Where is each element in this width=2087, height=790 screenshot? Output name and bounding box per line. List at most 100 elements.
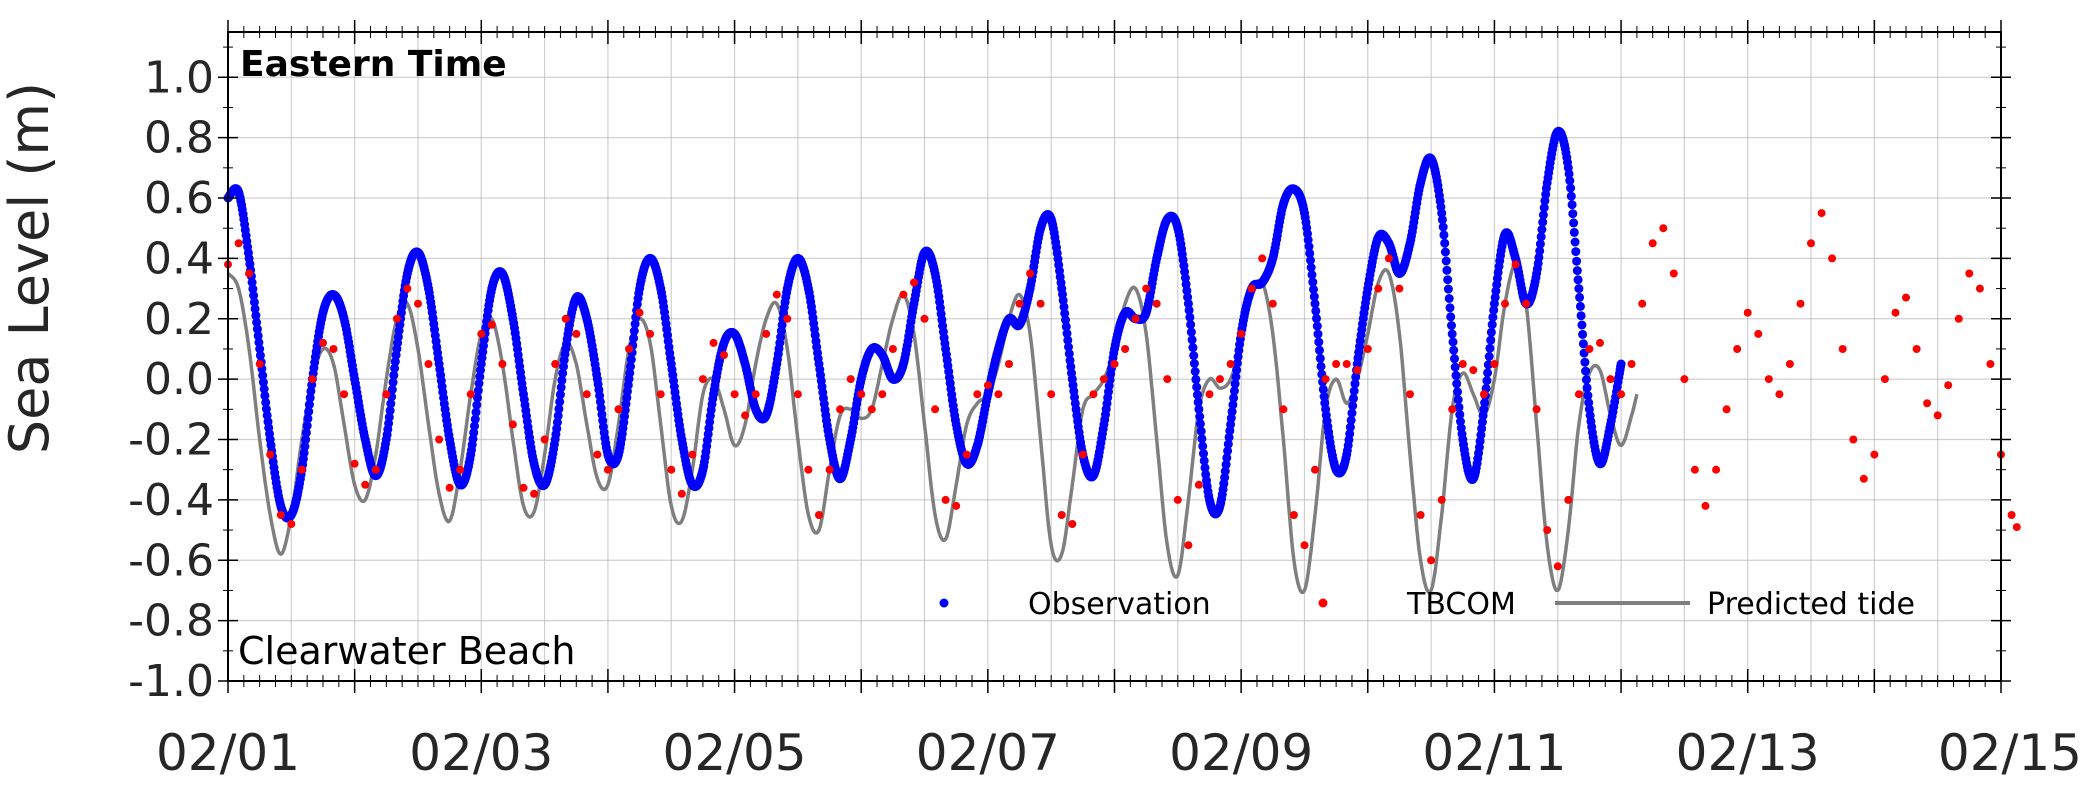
- tbcom-point: [1015, 299, 1024, 308]
- observation-point: [1566, 183, 1576, 193]
- tbcom-point: [477, 329, 486, 338]
- tbcom-point: [1458, 360, 1467, 368]
- tbcom-point: [720, 351, 728, 359]
- tbcom-point: [920, 314, 929, 323]
- observation-point: [1230, 379, 1240, 389]
- observation-point: [1482, 376, 1492, 386]
- tbcom-point: [1817, 209, 1826, 218]
- observation-point: [258, 377, 268, 387]
- observation-point: [1195, 412, 1205, 421]
- observation-point: [1196, 426, 1206, 436]
- observation-point: [1437, 208, 1447, 218]
- observation-point: [249, 291, 259, 300]
- tbcom-point: [234, 239, 243, 248]
- tbcom-point: [952, 501, 961, 510]
- observation-point: [1228, 400, 1238, 410]
- observation-point: [1349, 386, 1359, 396]
- legend: Observation TBCOM Predicted tide: [939, 587, 1915, 622]
- observation-point: [1447, 329, 1457, 339]
- tbcom-point: [1142, 284, 1151, 293]
- x-tick-label: 02/03: [409, 724, 553, 782]
- observation-point: [1572, 256, 1582, 266]
- tbcom-point: [1712, 465, 1721, 474]
- observation-point: [556, 382, 566, 392]
- observation-point: [473, 386, 483, 396]
- observation-point: [1311, 306, 1321, 316]
- observation-point: [1319, 392, 1329, 401]
- tbcom-point: [1047, 390, 1056, 399]
- observation-point: [1059, 302, 1069, 312]
- observation-point: [1487, 320, 1497, 330]
- observation-point: [474, 379, 484, 388]
- tbcom-point: [414, 299, 422, 308]
- observation-point: [1445, 303, 1455, 313]
- tbcom-point: [867, 405, 876, 414]
- tbcom-point: [910, 278, 918, 287]
- observation-point: [1315, 345, 1324, 355]
- y-tick-label: 1.0: [144, 52, 214, 103]
- tbcom-point: [1828, 254, 1837, 263]
- observation-point: [254, 337, 264, 347]
- observation-point: [1200, 463, 1210, 473]
- tbcom-point: [815, 511, 823, 519]
- tbcom-point: [1005, 360, 1013, 368]
- tbcom-point: [762, 329, 771, 338]
- observation-point: [1348, 401, 1358, 411]
- tbcom-point: [1205, 390, 1214, 399]
- tbcom-series: [224, 209, 2021, 571]
- tbcom-point: [276, 511, 285, 519]
- observation-point: [388, 377, 398, 387]
- observation-point: [1191, 374, 1201, 384]
- observation-point: [1582, 383, 1592, 393]
- tbcom-point: [1089, 390, 1098, 399]
- observation-point: [386, 399, 396, 409]
- tbcom-point: [1194, 480, 1203, 489]
- tbcom-point: [793, 390, 802, 399]
- tbcom-point: [1764, 375, 1773, 384]
- observation-point: [1314, 337, 1324, 347]
- tbcom-point: [1701, 501, 1710, 510]
- tbcom-point: [1384, 254, 1393, 263]
- observation-point: [1569, 218, 1579, 228]
- observation-point: [1578, 339, 1588, 349]
- observation-point: [1183, 299, 1193, 309]
- observation-point: [1454, 402, 1464, 412]
- observation-point: [1488, 312, 1498, 322]
- tbcom-point: [1880, 375, 1889, 384]
- predicted-tide-series: [226, 262, 1639, 595]
- observation-point: [1192, 390, 1202, 400]
- observation-point: [1223, 439, 1233, 449]
- tbcom-point: [403, 284, 412, 293]
- observation-point: [1062, 329, 1072, 338]
- observation-point: [251, 311, 261, 321]
- observation-point: [252, 324, 262, 334]
- observation-point: [301, 428, 311, 438]
- observation-point: [1535, 246, 1545, 256]
- observation-point: [1455, 410, 1465, 420]
- observation-point: [1577, 320, 1587, 330]
- observation-point: [248, 284, 258, 294]
- tbcom-point: [836, 405, 845, 414]
- tbcom-point: [1427, 556, 1436, 565]
- tbcom-point: [1553, 562, 1562, 571]
- tbcom-point: [498, 360, 507, 368]
- observation-point: [1446, 312, 1456, 322]
- observation-point: [1440, 247, 1450, 257]
- tbcom-point: [1733, 345, 1742, 353]
- observation-point: [1182, 286, 1192, 296]
- x-tick-label: 02/07: [916, 724, 1060, 782]
- tbcom-point: [540, 435, 549, 444]
- tbcom-point: [466, 390, 475, 399]
- tbcom-point: [783, 314, 792, 323]
- tbcom-point: [435, 435, 444, 444]
- observation-point: [389, 370, 399, 380]
- tbcom-point: [487, 320, 496, 329]
- observation-point: [1350, 379, 1360, 389]
- tbcom-point: [1585, 345, 1594, 353]
- observation-point: [249, 297, 259, 307]
- observation-point: [1309, 284, 1318, 294]
- tbcom-point: [1754, 329, 1763, 338]
- observation-point: [1193, 397, 1203, 407]
- observation-point: [261, 397, 271, 407]
